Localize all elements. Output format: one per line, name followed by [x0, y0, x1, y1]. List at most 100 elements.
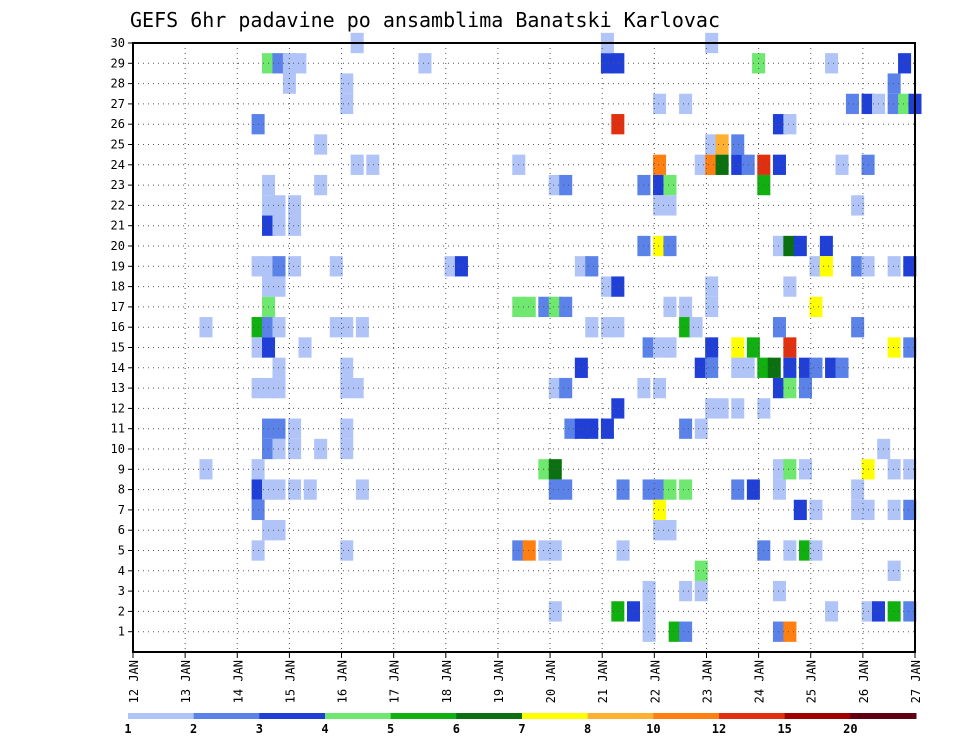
colorbar-label: 6: [453, 722, 460, 736]
y-tick-label: 23: [111, 178, 125, 192]
heatmap-cell: [611, 601, 625, 622]
heatmap-cell: [642, 601, 656, 622]
heatmap-cell: [288, 418, 302, 439]
heatmap-cell: [705, 296, 719, 318]
heatmap-cell: [548, 296, 562, 318]
colorbar-label: 10: [646, 722, 660, 736]
heatmap-cell: [783, 377, 797, 399]
heatmap-cell: [715, 134, 729, 155]
heatmap-cell: [903, 459, 917, 480]
heatmap-cell: [851, 195, 865, 216]
heatmap-cell: [653, 154, 667, 175]
heatmap-cell: [653, 93, 667, 115]
heatmap-cell: [288, 479, 302, 500]
colorbar: 1 2 3 4 5 6 7 8 10 12 15 20: [124, 713, 917, 736]
heatmap-cell: [835, 357, 849, 378]
heatmap-cell: [772, 580, 786, 602]
colorbar-swatch: [522, 713, 589, 719]
heatmap-cell: [799, 459, 813, 480]
heatmap-cell: [314, 134, 328, 155]
colorbar-swatch: [193, 713, 260, 719]
heatmap-cell: [663, 337, 677, 358]
y-tick-label: 17: [111, 300, 125, 314]
colorbar-swatch: [784, 713, 851, 719]
heatmap-cell: [705, 154, 719, 175]
heatmap-cell: [611, 317, 625, 338]
heatmap-cell: [329, 256, 343, 277]
heatmap-cell: [772, 154, 786, 175]
heatmap-cell: [653, 337, 667, 358]
heatmap-cell: [548, 540, 562, 561]
heatmap-cell: [340, 418, 354, 439]
y-tick-label: 15: [111, 341, 125, 355]
heatmap-cell: [694, 357, 708, 378]
heatmap-cell: [694, 418, 708, 439]
heatmap-cell: [559, 377, 573, 399]
heatmap-cell: [600, 276, 614, 297]
x-tick-label: 22 JAN: [648, 660, 662, 703]
heatmap-cell: [564, 418, 578, 439]
heatmap-cell: [783, 276, 797, 297]
heatmap-cell: [522, 540, 536, 561]
heatmap-cell: [705, 337, 719, 358]
heatmap-cell: [668, 621, 682, 642]
x-tick-label: 26 JAN: [857, 660, 871, 703]
heatmap-cell: [887, 337, 901, 358]
heatmap-cell: [600, 317, 614, 338]
heatmap-cell: [288, 256, 302, 277]
heatmap-cell: [611, 398, 625, 419]
y-tick-label: 10: [111, 442, 125, 456]
heatmap-cell: [653, 377, 667, 399]
heatmap-cell: [548, 459, 562, 480]
heatmap-cell: [705, 276, 719, 297]
heatmap-cell: [819, 235, 833, 257]
heatmap-cell: [559, 296, 573, 318]
heatmap-cell: [825, 53, 839, 74]
heatmap-cell: [887, 601, 901, 622]
heatmap-cell: [548, 479, 562, 500]
heatmap-cell: [694, 154, 708, 175]
heatmap-cell: [454, 256, 468, 277]
heatmap-cell: [653, 520, 667, 541]
heatmap-cell: [653, 499, 667, 521]
heatmap-cell: [340, 438, 354, 460]
grid-layer: [133, 42, 915, 652]
heatmap-cell: [600, 418, 614, 439]
heatmap-cell: [355, 317, 369, 338]
colorbar-swatch: [325, 713, 392, 719]
heatmap-cell: [585, 418, 599, 439]
heatmap-cell: [340, 93, 354, 115]
y-tick-label: 19: [111, 259, 125, 273]
heatmap-cell: [340, 317, 354, 338]
y-tick-label: 22: [111, 198, 125, 212]
heatmap-cell: [642, 337, 656, 358]
heatmap-cell: [903, 256, 917, 277]
colorbar-label: 7: [518, 722, 525, 736]
y-tick-label: 21: [111, 219, 125, 233]
heatmap-cell: [887, 560, 901, 581]
heatmap-cell: [663, 235, 677, 257]
x-tick-label: 23 JAN: [701, 660, 715, 703]
y-axis: 1234567891011121314151617181920212223242…: [111, 36, 133, 639]
heatmap-cell: [340, 377, 354, 399]
heatmap-cell: [715, 398, 729, 419]
heatmap-cell: [600, 53, 614, 74]
heatmap-cell: [679, 479, 693, 500]
colorbar-label: 15: [777, 722, 791, 736]
heatmap-cell: [705, 357, 719, 378]
heatmap-cell: [731, 154, 745, 175]
heatmap-cell: [694, 580, 708, 602]
heatmap-cell: [783, 621, 797, 642]
y-tick-label: 28: [111, 77, 125, 91]
heatmap-cell: [731, 357, 745, 378]
heatmap-cell: [903, 337, 917, 358]
heatmap-cell: [418, 53, 432, 74]
colorbar-label: 1: [124, 722, 131, 736]
y-tick-label: 7: [118, 503, 125, 517]
heatmap-cell: [538, 459, 552, 480]
x-tick-label: 17 JAN: [388, 660, 402, 703]
y-tick-label: 26: [111, 117, 125, 131]
heatmap-cell: [642, 621, 656, 642]
heatmap-cell: [366, 154, 380, 175]
heatmap-cell: [355, 479, 369, 500]
